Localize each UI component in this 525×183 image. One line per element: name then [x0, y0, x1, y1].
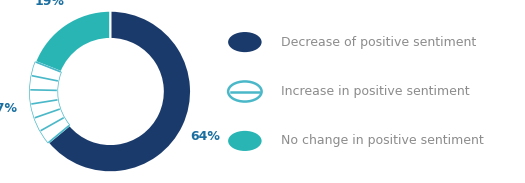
Wedge shape — [48, 11, 191, 172]
Text: No change in positive sentiment: No change in positive sentiment — [281, 134, 484, 147]
Circle shape — [228, 32, 261, 52]
Circle shape — [228, 131, 261, 151]
Text: Decrease of positive sentiment: Decrease of positive sentiment — [281, 36, 477, 49]
Text: 19%: 19% — [34, 0, 64, 8]
Text: 17%: 17% — [0, 102, 18, 115]
Wedge shape — [29, 62, 70, 143]
Text: Increase in positive sentiment: Increase in positive sentiment — [281, 85, 470, 98]
Text: 64%: 64% — [191, 130, 220, 143]
Wedge shape — [35, 11, 110, 72]
